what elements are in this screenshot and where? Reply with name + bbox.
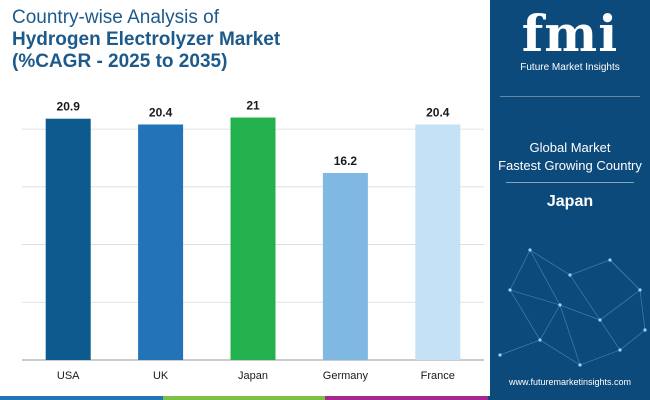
stripe-segment (0, 396, 163, 400)
bar-usa (45, 118, 91, 360)
brand-mark: fmi (521, 4, 619, 63)
brand-logo: fmi Future Market Insights (490, 4, 650, 74)
highlight-country: Japan (546, 193, 594, 210)
side-panel: fmi Future Market Insights Global Market… (490, 0, 650, 400)
panel-divider (500, 96, 640, 97)
stripe-segment (162, 396, 325, 400)
stripe-segment (325, 396, 488, 400)
panel-rule (506, 182, 634, 183)
bar-france (415, 124, 461, 361)
x-tick-label-usa: USA (57, 370, 80, 382)
chart-title: Country-wise Analysis of Hydrogen Electr… (12, 6, 482, 73)
value-label-uk: 20.4 (149, 105, 173, 119)
stripe-segment (487, 396, 650, 400)
title-line-2: Hydrogen Electrolyzer Market (12, 29, 281, 50)
website-url: www.futuremarketinsights.com (508, 377, 632, 387)
title-line-3: (%CAGR - 2025 to 2035) (12, 51, 228, 72)
brand-name: Future Market Insights (520, 62, 620, 73)
x-tick-label-france: France (421, 370, 455, 382)
chart-value-labels: 20.9 20.4 21 16.2 20.4 (57, 99, 450, 168)
network-decoration (498, 248, 647, 367)
value-label-usa: 20.9 (57, 100, 81, 114)
x-tick-label-japan: Japan (238, 370, 268, 382)
bar-japan (230, 117, 276, 360)
bottom-color-stripe (0, 396, 650, 400)
bar-uk (138, 124, 184, 361)
value-label-japan: 21 (246, 99, 260, 113)
x-tick-label-germany: Germany (323, 370, 369, 382)
panel-label-fastest-growing: Fastest Growing Country (498, 158, 642, 173)
bar-germany (322, 172, 368, 360)
title-line-1: Country-wise Analysis of (12, 7, 219, 28)
chart-x-tick-labels: USA UK Japan Germany France (57, 370, 455, 382)
x-tick-label-uk: UK (153, 370, 169, 382)
value-label-germany: 16.2 (334, 154, 358, 168)
chart-bars (45, 117, 461, 361)
bar-chart: 20.9 20.4 21 16.2 20.4 USA UK Japan Germany Fran… (22, 99, 484, 382)
value-label-france: 20.4 (426, 105, 450, 119)
panel-label-global-market: Global Market (529, 140, 611, 155)
